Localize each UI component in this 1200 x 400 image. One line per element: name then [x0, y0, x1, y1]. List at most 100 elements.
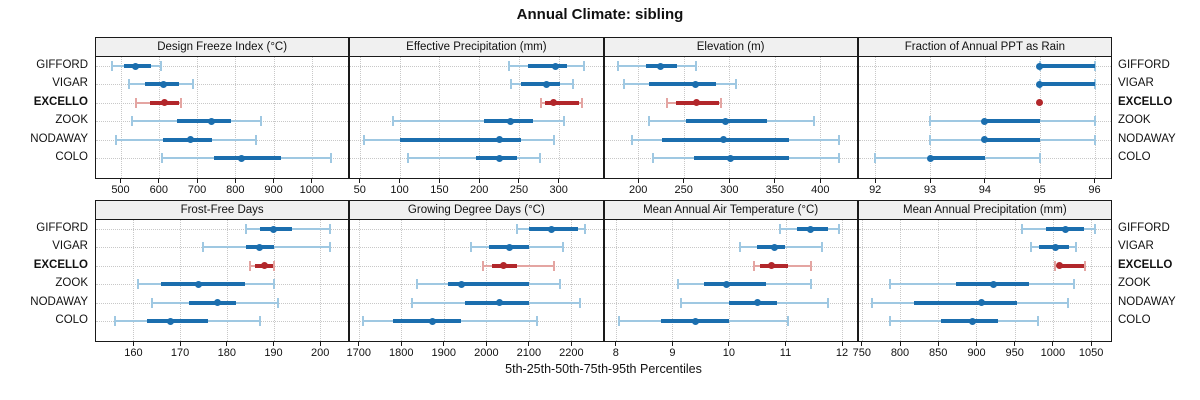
axis-tick [785, 342, 786, 346]
median-dot [543, 80, 551, 88]
site-label-left: GIFFORD [36, 222, 88, 234]
site-label-left: NODAWAY [30, 132, 88, 145]
whisker-cap-high [1093, 134, 1096, 145]
whisker-cap-high [558, 279, 561, 290]
whisker-cap-high [1084, 260, 1087, 271]
whisker-cap-high [720, 97, 723, 108]
axis-tick [226, 342, 228, 346]
whisker-cap-low [406, 153, 409, 163]
whisker-cap-high [812, 116, 815, 127]
whisker-cap-high [1093, 61, 1096, 71]
gridline-vertical [861, 220, 863, 341]
site-label-left: ZOOK [55, 277, 88, 290]
axis-tick [683, 179, 685, 183]
strip-title: Effective Precipitation (mm) [350, 38, 603, 57]
median-dot [1036, 62, 1044, 70]
whisker-cap-low [666, 97, 669, 108]
whisker-cap-high [734, 79, 737, 90]
axis-tick-label: 94 [978, 184, 992, 196]
median-dot [505, 243, 513, 251]
median-dot [753, 299, 761, 307]
axis-tick [1014, 342, 1016, 346]
whisker-cap-high [328, 224, 331, 234]
axis-tick-label: 50 [353, 184, 366, 196]
axis-tick [273, 179, 275, 183]
whisker-cap-high [821, 242, 824, 253]
axis-tick [929, 179, 931, 183]
gridline-vertical [558, 57, 560, 178]
axis-tick [478, 179, 480, 183]
axis-tick [899, 342, 901, 346]
gridline-horizontal [96, 265, 349, 267]
whisker-cap-high [552, 134, 555, 145]
site-label-right: VIGAR [1118, 77, 1154, 90]
median-dot [969, 317, 977, 325]
whisker-cap-high [787, 316, 790, 326]
whisker-cap-low [135, 97, 138, 108]
whisker-cap-high [561, 242, 564, 253]
gridline-vertical [1014, 220, 1016, 341]
median-dot [238, 154, 246, 162]
figure-title: Annual Climate: sibling [516, 6, 684, 23]
whisker-cap-low [651, 153, 654, 163]
gridline-horizontal [604, 265, 857, 267]
whisker-cap-low [677, 279, 679, 290]
site-label-right: EXCELLO [1118, 258, 1173, 271]
axis-tick-label: 9 [669, 347, 676, 359]
axis-tick [359, 179, 361, 183]
iqr-bar [984, 137, 1040, 142]
whisker-cap-high [838, 224, 841, 234]
whisker-cap-low [889, 279, 892, 290]
median-dot [978, 299, 986, 307]
axis-tick [841, 342, 843, 346]
axis-tick-label: 900 [967, 347, 986, 359]
axis-tick [443, 342, 445, 346]
whisker-cap-high [809, 260, 812, 271]
whisker-cap-low [114, 134, 117, 145]
axis-tick [558, 179, 560, 183]
panel-body [858, 57, 1111, 178]
site-label-left: NODAWAY [30, 295, 88, 308]
whisker-cap-high [1093, 224, 1096, 234]
gridline-horizontal [604, 247, 857, 249]
median-dot [195, 280, 203, 288]
gridline-vertical [672, 220, 674, 341]
whisker-cap-low [679, 297, 682, 308]
gridline-vertical [571, 220, 573, 341]
gridline-vertical [359, 57, 361, 178]
axis-tick-label: 800 [226, 184, 245, 196]
axis-tick [518, 179, 520, 183]
gridline-horizontal [604, 229, 857, 230]
median-dot [186, 136, 194, 144]
whisker-cap-high [538, 153, 541, 163]
whisker-cap-low [362, 134, 365, 145]
site-label-left: VIGAR [52, 77, 88, 90]
gridline-vertical [785, 220, 787, 341]
axis-tick [311, 179, 313, 183]
whisker-cap-low [131, 116, 134, 127]
axis-tick-label: 500 [111, 184, 130, 196]
panel-body [350, 57, 603, 178]
axis-caption: 5th-25th-50th-75th-95th Percentiles [505, 362, 702, 376]
median-dot [926, 154, 934, 162]
axis-tick [984, 179, 986, 183]
whisker-cap-high [192, 79, 195, 90]
axis-tick [179, 342, 181, 346]
whisker-cap-low [929, 134, 932, 145]
site-label-right: NODAWAY [1118, 132, 1176, 145]
gridline-vertical [273, 57, 275, 178]
axis-tick-label: 2000 [474, 347, 499, 359]
median-dot [1036, 80, 1044, 88]
axis-tick-label: 170 [170, 347, 190, 359]
gridline-vertical [479, 57, 481, 178]
median-dot [495, 154, 503, 162]
median-dot [1051, 243, 1059, 251]
whisker-cap-high [1074, 242, 1077, 253]
axis-tick-label: 190 [264, 347, 283, 359]
axis-tick-label: 92 [869, 184, 882, 196]
whisker-cap-high [272, 279, 275, 290]
gridline-horizontal [350, 265, 603, 267]
gridline-vertical [774, 57, 776, 178]
median-dot [693, 99, 700, 107]
axis-tick [438, 179, 440, 183]
